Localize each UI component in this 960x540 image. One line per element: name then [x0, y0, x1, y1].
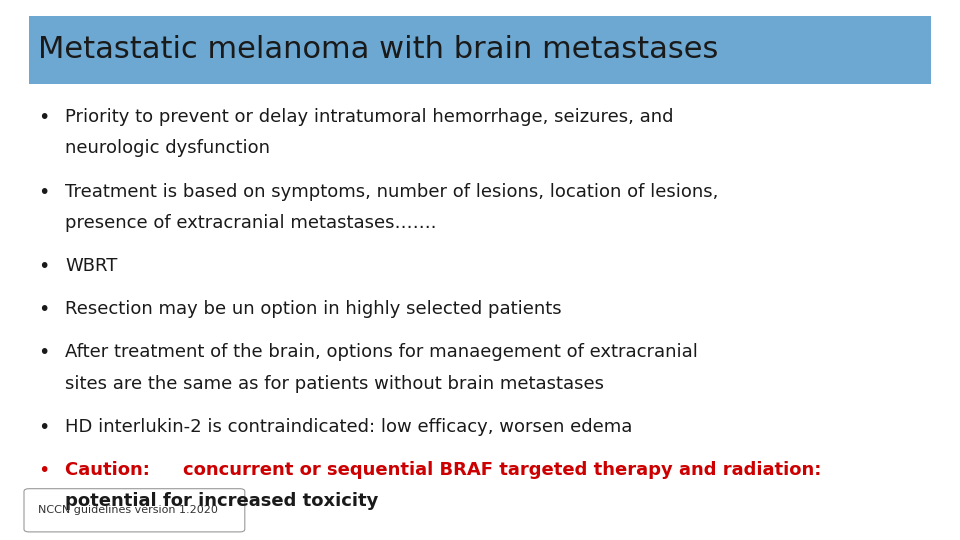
Text: presence of extracranial metastases…….: presence of extracranial metastases…….: [65, 214, 437, 232]
Text: Priority to prevent or delay intratumoral hemorrhage, seizures, and: Priority to prevent or delay intratumora…: [65, 108, 674, 126]
Text: sites are the same as for patients without brain metastases: sites are the same as for patients witho…: [65, 375, 604, 393]
Text: WBRT: WBRT: [65, 257, 118, 275]
Text: potential for increased toxicity: potential for increased toxicity: [65, 492, 378, 510]
Text: •: •: [38, 418, 50, 437]
Text: Resection may be un option in highly selected patients: Resection may be un option in highly sel…: [65, 300, 562, 318]
Text: neurologic dysfunction: neurologic dysfunction: [65, 139, 271, 157]
Text: Treatment is based on symptoms, number of lesions, location of lesions,: Treatment is based on symptoms, number o…: [65, 183, 719, 200]
Text: •: •: [38, 343, 50, 362]
Text: HD interlukin-2 is contraindicated: low efficacy, worsen edema: HD interlukin-2 is contraindicated: low …: [65, 418, 633, 436]
Text: •: •: [38, 461, 50, 480]
Text: Metastatic melanoma with brain metastases: Metastatic melanoma with brain metastase…: [38, 36, 719, 64]
Text: NCCN guidelines version 1.2020: NCCN guidelines version 1.2020: [38, 505, 218, 515]
Text: •: •: [38, 257, 50, 276]
FancyBboxPatch shape: [24, 489, 245, 532]
Text: After treatment of the brain, options for manaegement of extracranial: After treatment of the brain, options fo…: [65, 343, 698, 361]
Text: Caution:: Caution:: [65, 461, 156, 479]
Text: •: •: [38, 183, 50, 201]
Text: •: •: [38, 300, 50, 319]
Text: concurrent or sequential BRAF targeted therapy and radiation:: concurrent or sequential BRAF targeted t…: [182, 461, 821, 479]
Text: •: •: [38, 108, 50, 127]
FancyBboxPatch shape: [29, 16, 931, 84]
